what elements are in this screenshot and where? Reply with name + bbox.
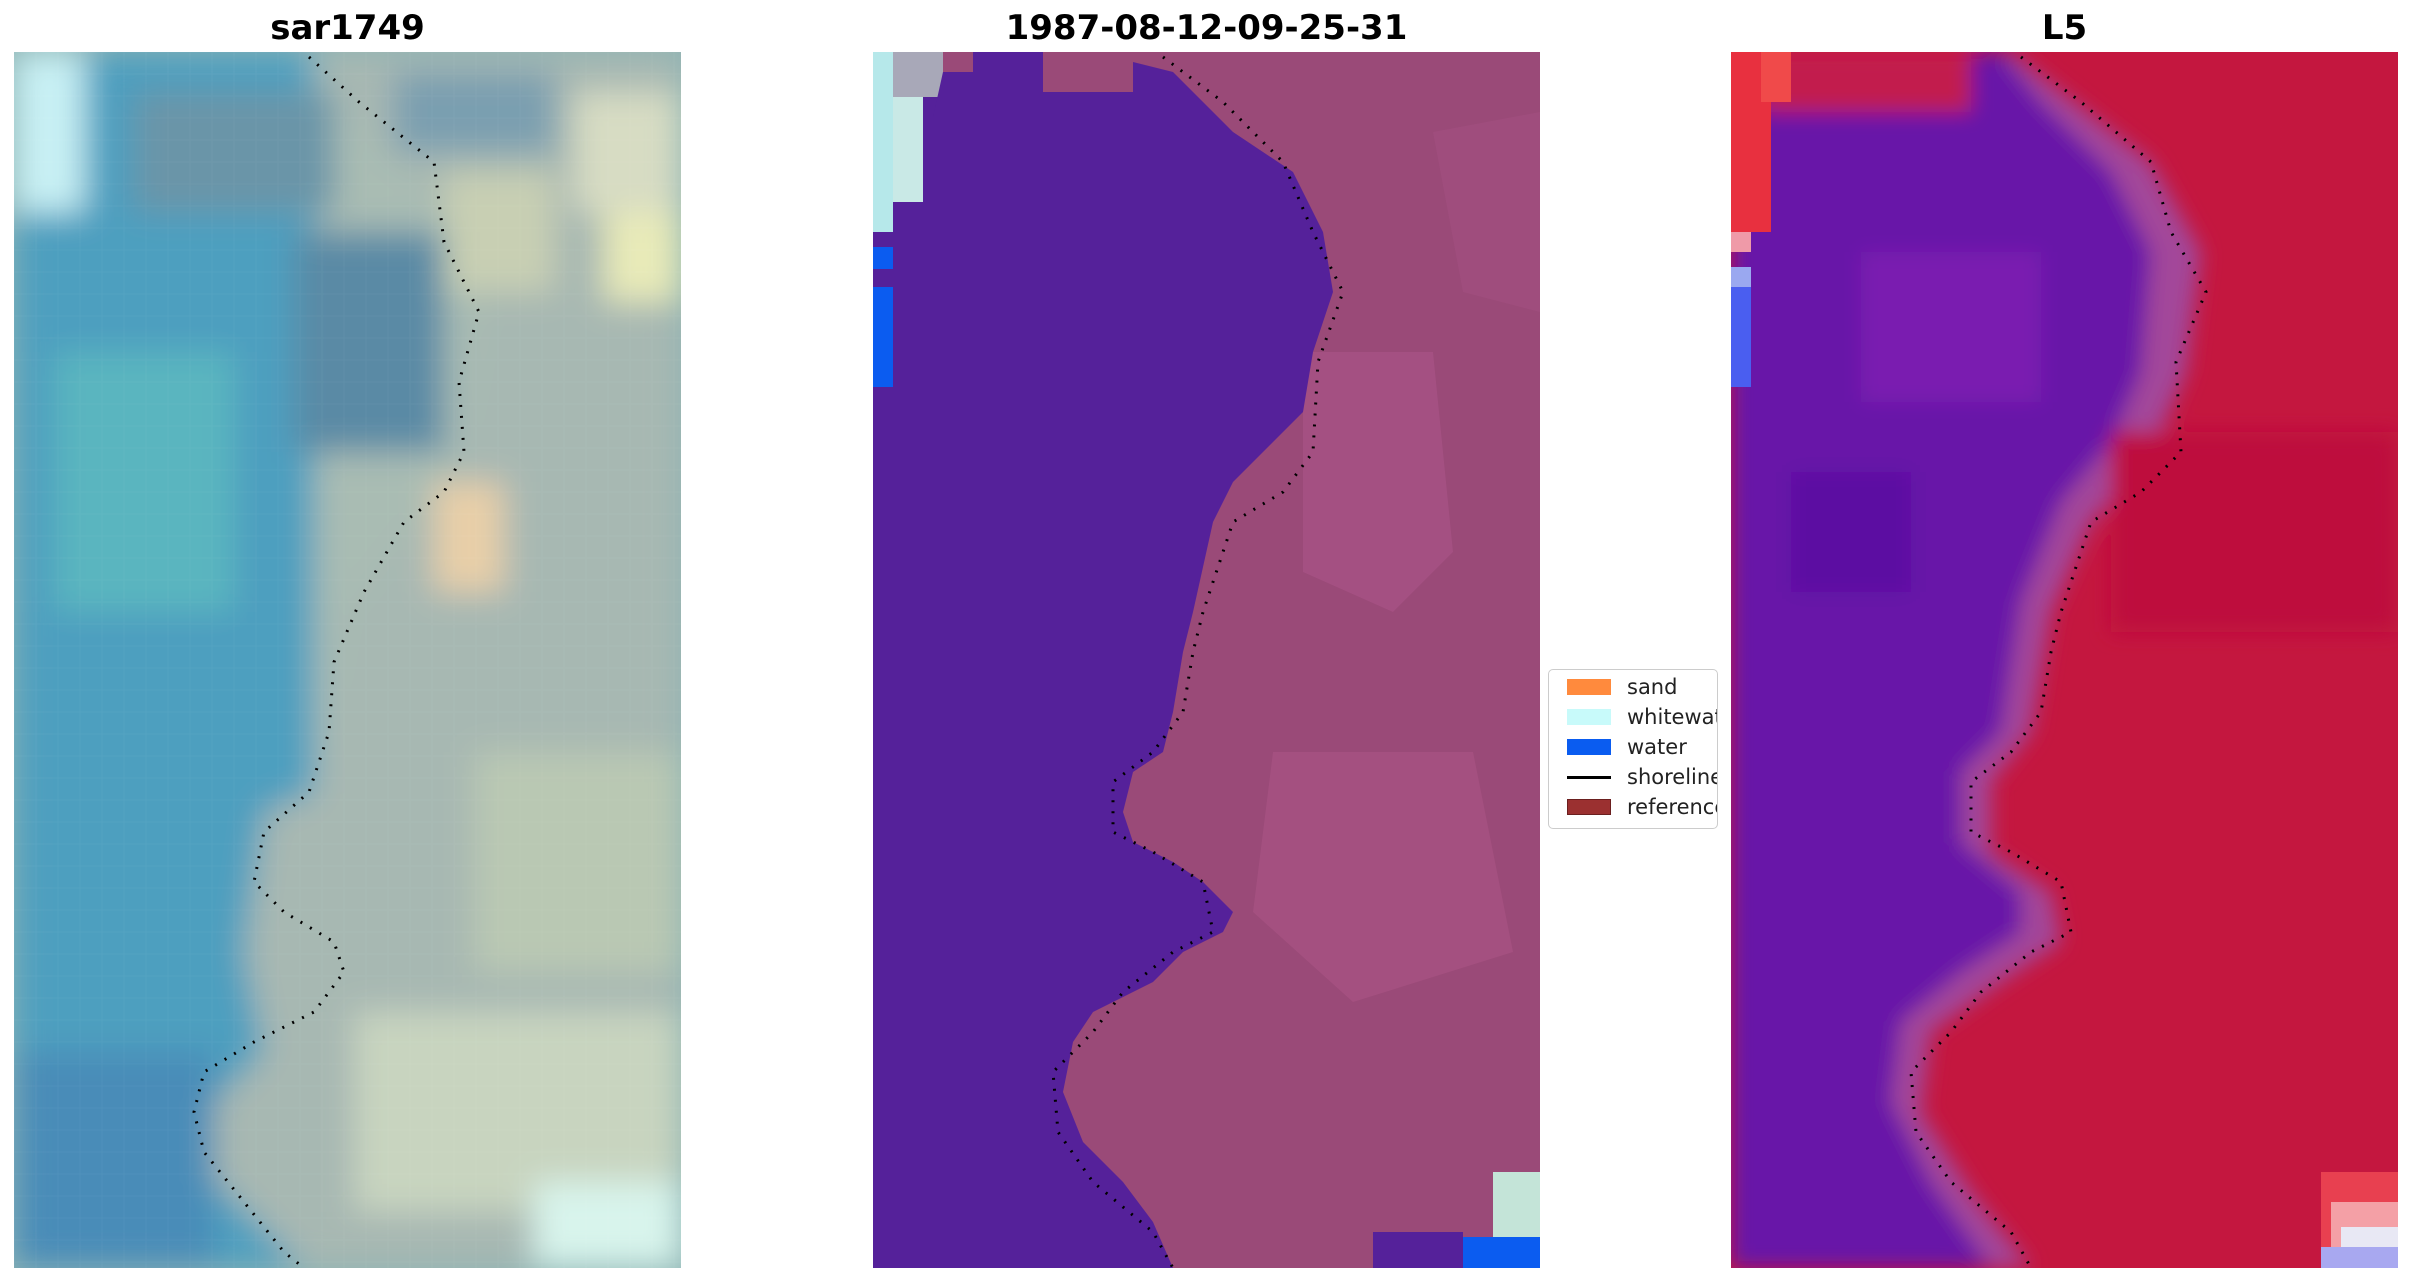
- shoreline-swatch: [1567, 776, 1611, 779]
- panel-title-classification: 1987-08-12-09-25-31: [1005, 8, 1408, 48]
- sand-swatch: [1567, 679, 1611, 695]
- classification-panel: [873, 52, 1540, 1268]
- reference-swatch: [1567, 799, 1611, 815]
- panel-title-sar: sar1749: [270, 8, 425, 48]
- l5-blue-pixels: [1731, 287, 1751, 387]
- legend-label: water: [1627, 735, 1687, 759]
- l5-panel: [1731, 52, 2398, 1268]
- land-texture: [1303, 352, 1453, 612]
- rgb-image-panel: [14, 52, 681, 1268]
- water-class-region: [873, 52, 1333, 1268]
- legend-label: sand: [1627, 675, 1678, 699]
- whitewater-swatch: [1567, 709, 1611, 725]
- l5-water-region: [1731, 52, 2151, 1268]
- legend-label: reference s: [1627, 795, 1718, 819]
- water-pixels-left: [873, 247, 893, 269]
- water-swatch: [1567, 739, 1611, 755]
- water-pixels-bottom: [1463, 1237, 1540, 1268]
- legend-label: whitewater: [1627, 705, 1717, 729]
- legend-label: shoreline: [1627, 765, 1718, 789]
- panel-title-l5: L5: [2041, 8, 2088, 48]
- shoreline-dots: [192, 55, 481, 1268]
- shoreline-dots: [1051, 55, 1345, 1268]
- legend: sand whitewater water shoreline referenc…: [1548, 669, 1718, 829]
